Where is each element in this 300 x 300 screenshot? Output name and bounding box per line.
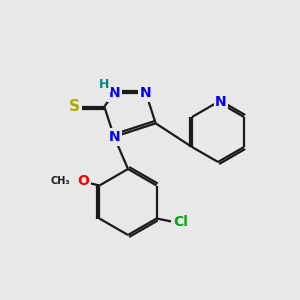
Text: O: O xyxy=(77,174,89,188)
Text: N: N xyxy=(108,130,120,144)
Text: N: N xyxy=(108,86,120,100)
Text: H: H xyxy=(99,78,109,91)
Text: Cl: Cl xyxy=(173,215,188,230)
Text: S: S xyxy=(69,99,80,114)
Text: CH₃: CH₃ xyxy=(51,176,70,186)
Text: N: N xyxy=(215,95,227,109)
Text: N: N xyxy=(140,86,152,100)
